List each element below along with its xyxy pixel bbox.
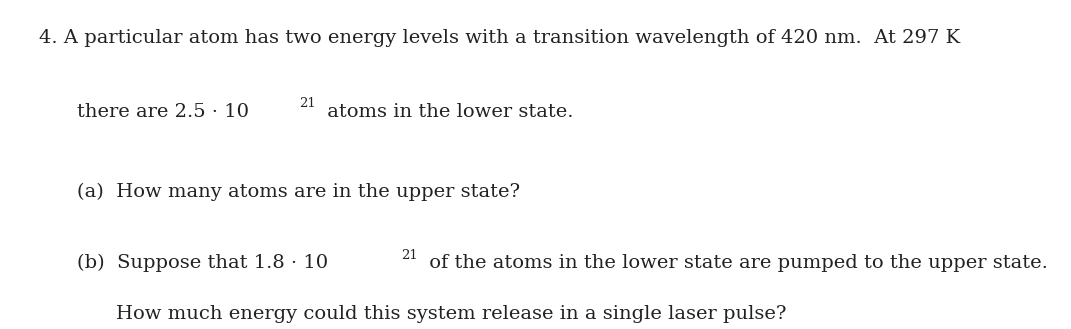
- Text: (b)  Suppose that 1.8 · 10: (b) Suppose that 1.8 · 10: [77, 254, 328, 272]
- Text: 4. A particular atom has two energy levels with a transition wavelength of 420 n: 4. A particular atom has two energy leve…: [39, 29, 960, 47]
- Text: How much energy could this system release in a single laser pulse?: How much energy could this system releas…: [116, 305, 786, 323]
- Text: 21: 21: [402, 248, 418, 262]
- Text: 21: 21: [299, 97, 316, 110]
- Text: there are 2.5 · 10: there are 2.5 · 10: [77, 103, 250, 121]
- Text: (a)  How many atoms are in the upper state?: (a) How many atoms are in the upper stat…: [77, 183, 521, 201]
- Text: of the atoms in the lower state are pumped to the upper state.: of the atoms in the lower state are pump…: [423, 254, 1047, 272]
- Text: atoms in the lower state.: atoms in the lower state.: [320, 103, 573, 121]
